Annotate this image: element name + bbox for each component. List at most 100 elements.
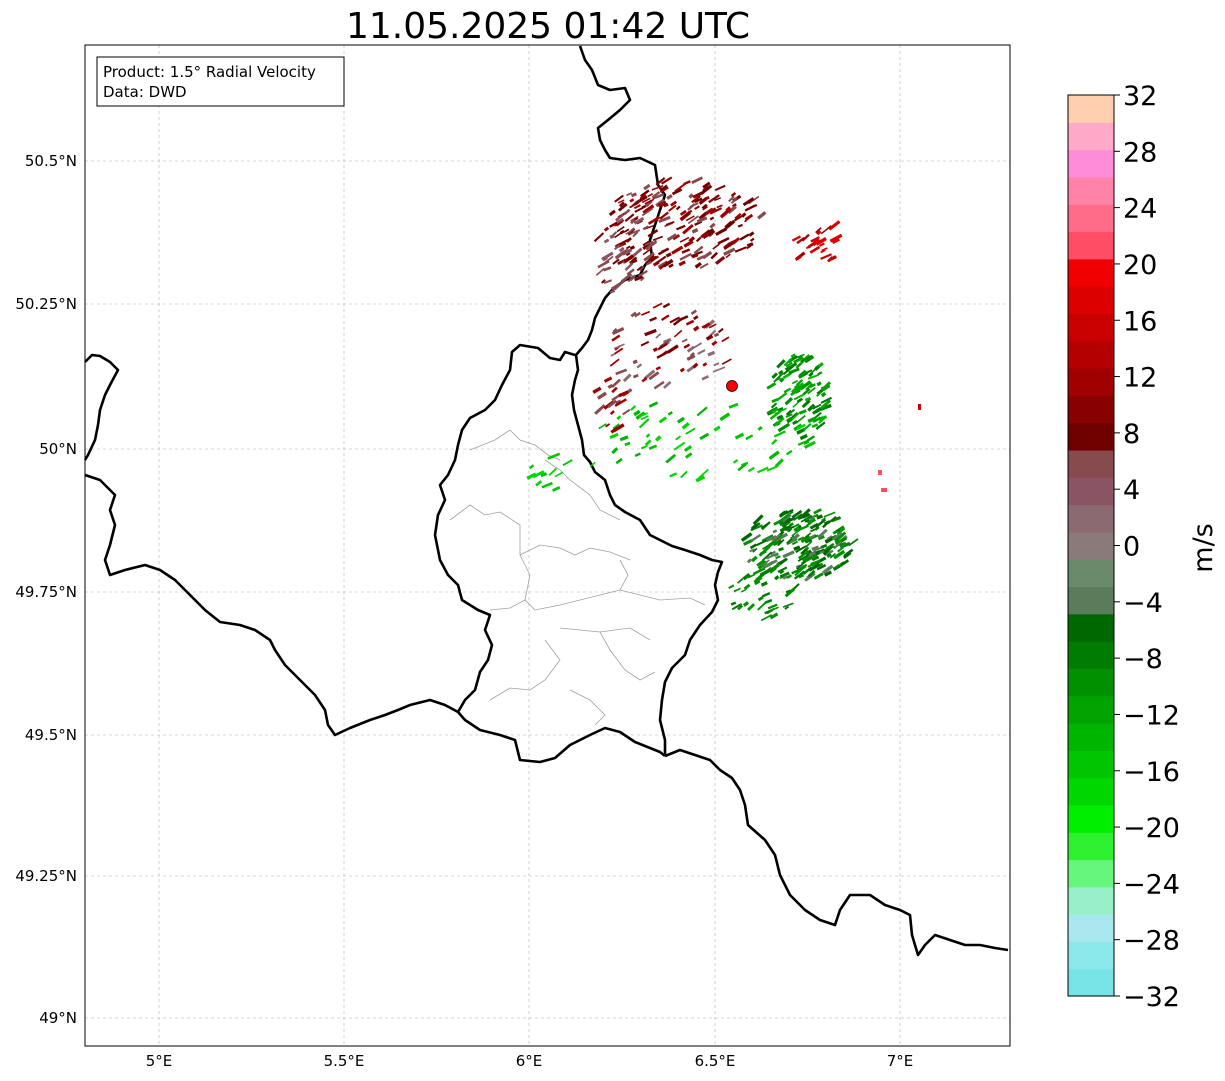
echo-pixel	[803, 369, 813, 375]
echo-pixel	[791, 540, 799, 546]
echo-pixel	[734, 432, 745, 440]
echo-pixel	[823, 520, 831, 525]
echo-pixel	[691, 228, 699, 234]
echo-pixel	[641, 204, 647, 209]
echo-pixel	[672, 317, 683, 326]
echo-pixel	[589, 461, 596, 468]
echo-pixel	[644, 241, 654, 246]
echo-pixel	[669, 316, 681, 324]
echo-pixel	[760, 581, 768, 587]
echo-pixel	[786, 538, 793, 545]
echo-pixel	[746, 242, 754, 248]
echo-pixel	[818, 242, 825, 247]
colorbar-segment	[1068, 750, 1114, 779]
echo-pixel	[616, 415, 622, 421]
echo-pixel	[645, 261, 651, 266]
echo-pixel	[665, 220, 675, 226]
echo-pixel	[740, 532, 753, 542]
echo-pixel	[661, 184, 668, 190]
echo-pixel	[708, 232, 714, 238]
echo-pixel	[655, 255, 667, 265]
echo-pixel	[706, 228, 715, 235]
echo-pixel	[822, 544, 834, 556]
echo-pixel	[766, 382, 777, 390]
echo-pixel	[651, 185, 664, 191]
echo-pixel	[645, 433, 651, 438]
echo-pixel	[732, 237, 741, 245]
echo-pixel	[655, 177, 666, 186]
echo-pixel	[810, 236, 820, 243]
echo-pixel	[816, 514, 824, 520]
echo-pixel	[721, 358, 732, 365]
echo-pixel	[696, 406, 708, 417]
x-tick-label: 5.5°E	[324, 1052, 365, 1070]
colorbar-tick-label: −12	[1123, 700, 1180, 731]
echo-pixel	[611, 386, 618, 394]
echo-pixel	[658, 416, 668, 424]
echo-pixel	[767, 603, 778, 610]
echo-pixel	[820, 249, 826, 254]
echo-pixel	[788, 533, 800, 544]
x-tick-label: 6°E	[516, 1052, 543, 1070]
echo-pixel	[817, 535, 825, 541]
echo-pixel	[615, 458, 623, 465]
echo-pixel	[793, 526, 801, 533]
echo-pixel	[812, 403, 822, 410]
echo-pixel	[678, 260, 686, 267]
echo-pixel	[607, 399, 618, 409]
echo-pixel	[807, 403, 816, 412]
colorbar-segment	[1068, 422, 1114, 451]
echo-pixel	[822, 564, 834, 575]
echo-pixel	[733, 587, 741, 593]
echo-pixel	[797, 536, 805, 542]
echo-pixel	[728, 402, 739, 409]
echo-pixel	[673, 329, 683, 338]
echo-pixel	[640, 189, 650, 198]
echo-pixel	[812, 407, 822, 415]
echo-pixel	[801, 399, 811, 409]
echo-pixel	[730, 601, 737, 606]
echo-pixel	[825, 542, 835, 551]
echo-pixel	[790, 386, 802, 397]
echo-pixel	[686, 345, 695, 353]
echo-pixel	[725, 253, 731, 259]
echo-pixel	[742, 572, 751, 581]
echo-pixel	[642, 247, 653, 256]
colorbar-tick-label: −20	[1123, 813, 1180, 844]
echo-pixel	[630, 192, 637, 198]
echo-pixel	[614, 194, 624, 203]
echo-pixel	[820, 403, 832, 411]
echo-pixel	[639, 276, 645, 282]
echo-pixel	[684, 452, 693, 459]
colorbar-tick-label: −8	[1123, 644, 1163, 675]
echo-pixel	[636, 265, 643, 272]
echo-pixel	[780, 526, 787, 531]
echo-pixel	[747, 466, 755, 473]
echo-pixel	[806, 435, 815, 443]
echo-pixel	[679, 252, 692, 261]
echo-pixel	[816, 389, 823, 395]
echo-pixel	[671, 188, 683, 196]
info-data-line: Data: DWD	[103, 83, 187, 101]
x-tick-label: 6.5°E	[695, 1052, 736, 1070]
echo-pixel	[629, 201, 638, 209]
echo-pixel	[811, 423, 819, 429]
echo-pixel	[843, 551, 852, 560]
echo-pixel	[614, 398, 627, 407]
colorbar-segment	[1068, 668, 1114, 697]
echo-pixel	[657, 200, 667, 208]
echo-pixel	[713, 332, 720, 338]
echo-pixel	[790, 384, 801, 393]
echo-pixel	[634, 311, 641, 318]
colorbar-segment	[1068, 777, 1114, 806]
echo-pixel	[807, 387, 816, 395]
echo-pixel	[793, 385, 804, 392]
echo-pixel	[781, 508, 794, 517]
gridlines	[85, 45, 1010, 1046]
echo-pixel	[644, 198, 655, 205]
echo-pixel	[796, 236, 806, 245]
echo-pixel	[792, 513, 803, 521]
colorbar-segment	[1068, 586, 1114, 615]
echo-pixel	[732, 458, 739, 464]
echo-pixel	[554, 471, 564, 478]
